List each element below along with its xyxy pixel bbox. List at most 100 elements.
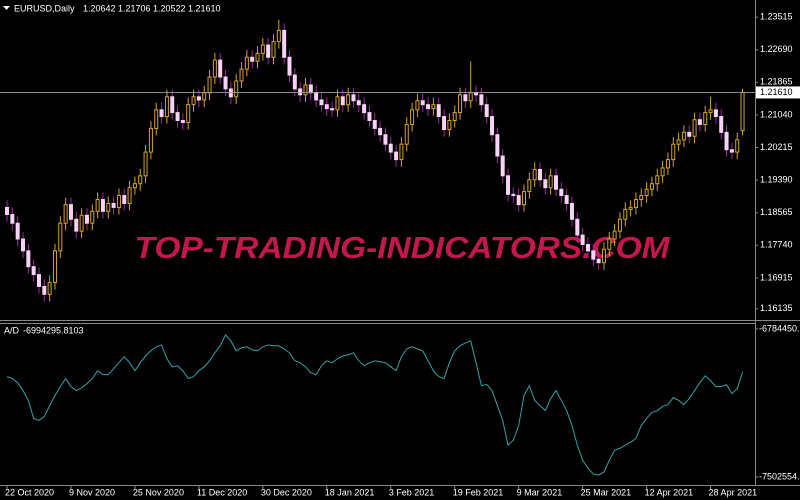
x-tick-label: 11 Dec 2020 xyxy=(197,487,247,497)
candle-body xyxy=(202,92,207,101)
candle-body xyxy=(79,214,84,232)
indicator-value: -6994295.8103 xyxy=(23,325,84,335)
x-tick-label: 22 Oct 2020 xyxy=(5,487,54,497)
candle-body xyxy=(687,131,692,137)
candle-body xyxy=(708,109,713,114)
candle-body xyxy=(612,230,617,240)
ohlc-label: 1.20522 xyxy=(153,3,186,13)
candle-body xyxy=(63,204,68,224)
candle-body xyxy=(740,91,745,132)
current-price-label: 1.21610 xyxy=(760,87,793,97)
symbol-label: EURUSD,Daily xyxy=(14,3,75,13)
watermark: TOP-TRADING-INDICATORS.COM xyxy=(135,230,671,265)
candle-body xyxy=(255,52,260,62)
x-tick-label: 19 Feb 2021 xyxy=(453,487,504,497)
y-tick-label: 1.23515 xyxy=(760,12,793,22)
candle-body xyxy=(15,222,20,240)
x-tick-label: 25 Nov 2020 xyxy=(133,487,184,497)
candle-body xyxy=(655,175,660,185)
candle-body xyxy=(244,56,249,70)
candle-body xyxy=(495,134,500,157)
candle-body xyxy=(431,104,436,110)
candle-body xyxy=(719,116,724,133)
candle-body xyxy=(394,151,399,161)
candle-body xyxy=(703,112,708,125)
candle-body xyxy=(660,167,665,177)
candle-body xyxy=(335,96,340,111)
candle-body xyxy=(735,139,740,153)
x-tick-label: 25 Mar 2021 xyxy=(581,487,632,497)
candle-body xyxy=(52,250,57,283)
candle-body xyxy=(644,188,649,197)
y-tick-label: 1.16915 xyxy=(760,272,793,282)
indicator-line xyxy=(6,333,744,476)
candle-body xyxy=(10,214,15,224)
candle-body xyxy=(47,281,52,295)
candle-body xyxy=(196,96,201,101)
candle-body xyxy=(490,116,495,136)
candle-body xyxy=(713,109,718,118)
candle-body xyxy=(548,175,553,189)
candle-body xyxy=(36,274,41,287)
candle-body xyxy=(596,258,601,264)
candle-body xyxy=(143,151,148,177)
indicator-name: A/D xyxy=(4,325,20,335)
candle-body xyxy=(516,195,521,206)
candle-body xyxy=(218,59,223,78)
candle-body xyxy=(127,187,132,204)
candle-body xyxy=(303,84,308,96)
candle-body xyxy=(580,234,585,246)
candle-body xyxy=(553,175,558,190)
candle-body xyxy=(26,250,31,268)
candle-body xyxy=(665,159,670,169)
candle-body xyxy=(234,80,239,98)
candle-body xyxy=(628,206,633,210)
y-tick-label: 1.18565 xyxy=(760,207,793,217)
candle-body xyxy=(186,104,191,123)
x-tick-label: 9 Mar 2021 xyxy=(517,487,563,497)
candle-body xyxy=(116,195,121,208)
candle-body xyxy=(463,94,468,102)
candle-body xyxy=(522,191,527,206)
candle-body xyxy=(282,29,287,58)
candle-body xyxy=(676,139,681,145)
candle-body xyxy=(607,238,612,250)
candle-body xyxy=(649,183,654,190)
candle-body xyxy=(90,210,95,224)
candle-body xyxy=(148,127,153,153)
candle-body xyxy=(671,143,676,161)
candle-body xyxy=(585,244,590,252)
candle-body xyxy=(175,112,180,121)
candle-body xyxy=(223,76,228,90)
menu-icon[interactable] xyxy=(3,6,10,10)
candle-body xyxy=(399,143,404,161)
y-tick-label: 1.20215 xyxy=(760,142,793,152)
candle-body xyxy=(506,175,511,195)
candle-body xyxy=(180,119,185,123)
y-tick-label: 1.21040 xyxy=(760,109,793,119)
candle-body xyxy=(298,88,303,96)
candle-body xyxy=(239,68,244,82)
candle-body xyxy=(132,183,137,189)
candle-body xyxy=(410,109,415,125)
candle-body xyxy=(191,96,196,106)
x-tick-label: 9 Nov 2020 xyxy=(69,487,115,497)
candle-body xyxy=(511,193,516,197)
candle-body xyxy=(292,74,297,90)
candle-body xyxy=(95,199,100,212)
candle-body xyxy=(212,59,217,78)
candle-body xyxy=(564,195,569,204)
candle-body xyxy=(346,94,351,106)
candle-body xyxy=(159,109,164,118)
candle-body xyxy=(442,116,447,131)
candle-body xyxy=(729,149,734,153)
candle-body xyxy=(569,202,574,220)
x-tick-label: 30 Dec 2020 xyxy=(261,487,312,497)
candle-body xyxy=(426,104,431,110)
x-tick-label: 3 Feb 2021 xyxy=(389,487,435,497)
candle-body xyxy=(372,119,377,129)
candle-body xyxy=(543,179,548,189)
candle-body xyxy=(164,96,169,118)
candle-body xyxy=(532,168,537,181)
